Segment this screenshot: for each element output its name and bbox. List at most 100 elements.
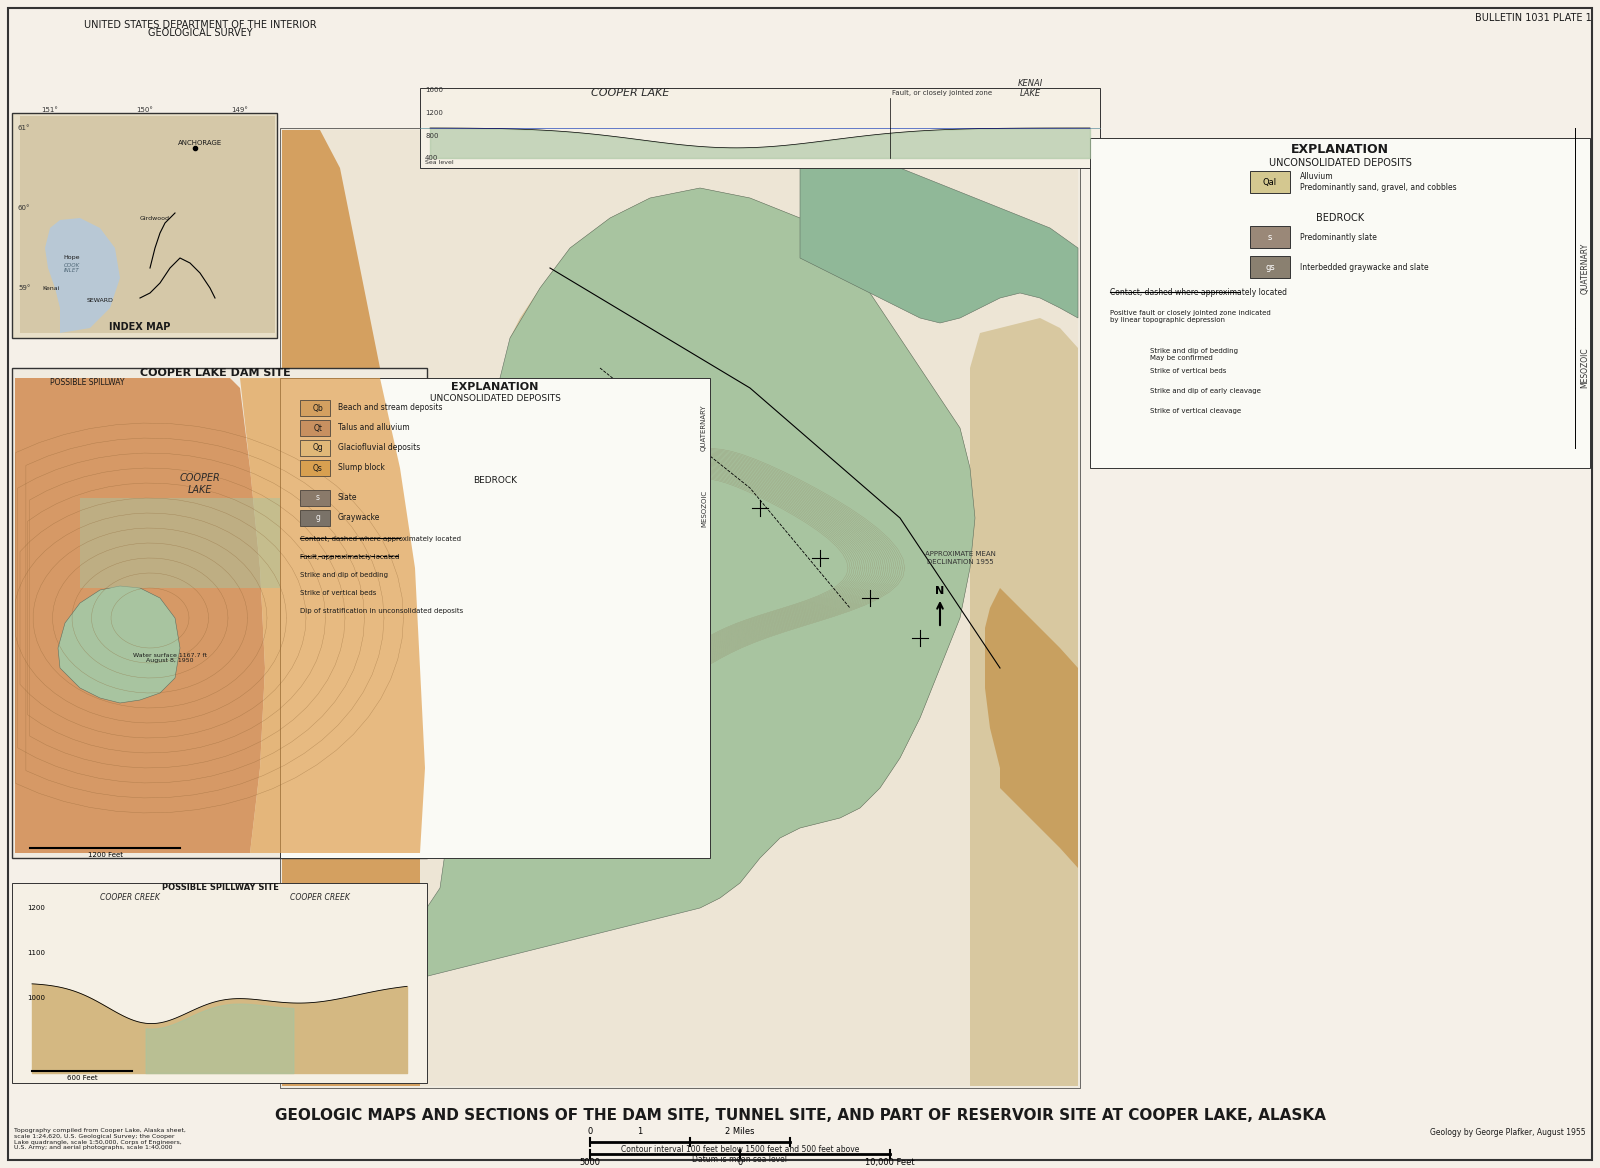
Text: Qg: Qg — [312, 444, 323, 452]
Text: UNCONSOLIDATED DEPOSITS: UNCONSOLIDATED DEPOSITS — [429, 394, 560, 403]
Text: Strike of vertical beds: Strike of vertical beds — [301, 590, 376, 596]
Text: Qal: Qal — [1262, 178, 1277, 187]
Text: Beach and stream deposits: Beach and stream deposits — [338, 403, 443, 412]
Text: EXPLANATION: EXPLANATION — [1291, 142, 1389, 157]
Bar — [1250, 171, 1290, 193]
Text: Slate: Slate — [338, 494, 357, 502]
Bar — [13, 883, 427, 1083]
Text: 1000: 1000 — [27, 995, 45, 1001]
Text: Slump block: Slump block — [338, 464, 386, 473]
Text: Talus and alluvium: Talus and alluvium — [338, 424, 410, 432]
Text: Geology by George Plafker, August 1955: Geology by George Plafker, August 1955 — [1430, 1128, 1586, 1136]
Text: s: s — [1267, 232, 1272, 242]
Text: gs: gs — [1266, 263, 1275, 271]
Text: Predominantly slate: Predominantly slate — [1299, 232, 1378, 242]
Text: Strike of vertical beds: Strike of vertical beds — [1150, 368, 1226, 374]
Text: Graywacke: Graywacke — [338, 514, 381, 522]
Text: Strike and dip of bedding
May be confirmed: Strike and dip of bedding May be confirm… — [1150, 348, 1238, 361]
Bar — [282, 130, 1078, 1086]
Text: Contact, dashed where approximately located: Contact, dashed where approximately loca… — [301, 536, 461, 542]
Bar — [13, 368, 427, 858]
Text: Alluvium
Predominantly sand, gravel, and cobbles: Alluvium Predominantly sand, gravel, and… — [1299, 173, 1456, 192]
Polygon shape — [800, 130, 1078, 324]
Text: QUATERNARY: QUATERNARY — [1581, 243, 1589, 293]
Polygon shape — [19, 116, 275, 333]
Text: KENAI
LAKE: KENAI LAKE — [1018, 78, 1043, 98]
Text: Contact, dashed where approximately located: Contact, dashed where approximately loca… — [1110, 288, 1286, 297]
Text: Topography compiled from Cooper Lake, Alaska sheet,
scale 1:24,620, U.S. Geologi: Topography compiled from Cooper Lake, Al… — [14, 1128, 186, 1150]
Text: QUATERNARY: QUATERNARY — [701, 404, 707, 451]
Bar — [419, 88, 1101, 168]
Text: Positive fault or closely jointed zone indicated
by linear topographic depressio: Positive fault or closely jointed zone i… — [1110, 310, 1270, 324]
Text: s: s — [317, 494, 320, 502]
Text: APPROXIMATE MEAN
DECLINATION 1955: APPROXIMATE MEAN DECLINATION 1955 — [925, 551, 995, 564]
Text: 149°: 149° — [232, 107, 248, 113]
Text: 1600: 1600 — [426, 86, 443, 93]
Text: Glaciofluvial deposits: Glaciofluvial deposits — [338, 444, 421, 452]
Bar — [301, 440, 330, 456]
Text: UNITED STATES DEPARTMENT OF THE INTERIOR: UNITED STATES DEPARTMENT OF THE INTERIOR — [83, 20, 317, 30]
Text: GEOLOGIC MAPS AND SECTIONS OF THE DAM SITE, TUNNEL SITE, AND PART OF RESERVOIR S: GEOLOGIC MAPS AND SECTIONS OF THE DAM SI… — [275, 1108, 1325, 1124]
Text: Fault, or closely jointed zone: Fault, or closely jointed zone — [893, 90, 992, 96]
Text: Contour interval 100 feet below 1500 feet and 500 feet above
Datum is mean sea l: Contour interval 100 feet below 1500 fee… — [621, 1145, 859, 1164]
Bar — [1250, 256, 1290, 278]
Text: Strike of vertical cleavage: Strike of vertical cleavage — [1150, 408, 1242, 413]
Text: 150°: 150° — [136, 107, 154, 113]
Text: Qs: Qs — [314, 464, 323, 473]
Text: 60°: 60° — [18, 206, 30, 211]
Text: Strike and dip of bedding: Strike and dip of bedding — [301, 572, 387, 578]
Text: Qt: Qt — [314, 424, 323, 432]
Text: EXPLANATION: EXPLANATION — [451, 382, 539, 392]
Text: Girdwood: Girdwood — [141, 216, 170, 221]
Text: MESOZOIC: MESOZOIC — [701, 489, 707, 527]
Text: 1200: 1200 — [27, 905, 45, 911]
Text: Dip of stratification in unconsolidated deposits: Dip of stratification in unconsolidated … — [301, 609, 464, 614]
Polygon shape — [240, 378, 426, 853]
Text: 1: 1 — [637, 1127, 643, 1136]
Text: LAKE: LAKE — [187, 485, 213, 495]
Text: 1200 Feet: 1200 Feet — [88, 851, 123, 858]
Text: 600 Feet: 600 Feet — [67, 1075, 98, 1082]
Text: BEDROCK: BEDROCK — [1315, 213, 1365, 223]
Polygon shape — [45, 218, 120, 333]
Text: 1100: 1100 — [27, 950, 45, 955]
Bar — [301, 491, 330, 506]
Text: POSSIBLE SPILLWAY SITE: POSSIBLE SPILLWAY SITE — [162, 883, 278, 892]
Text: GEOLOGICAL SURVEY: GEOLOGICAL SURVEY — [147, 28, 253, 39]
Text: Qb: Qb — [312, 403, 323, 412]
Bar — [301, 510, 330, 526]
Text: POSSIBLE SPILLWAY: POSSIBLE SPILLWAY — [50, 378, 125, 387]
Text: Kenai: Kenai — [43, 285, 61, 291]
Bar — [1090, 138, 1590, 468]
Text: Interbedded graywacke and slate: Interbedded graywacke and slate — [1299, 263, 1429, 271]
Bar — [80, 498, 280, 588]
Text: COOPER: COOPER — [179, 473, 221, 484]
Text: ANCHORAGE: ANCHORAGE — [178, 140, 222, 146]
Text: 2 Miles: 2 Miles — [725, 1127, 755, 1136]
Text: SEWARD: SEWARD — [86, 298, 114, 303]
Text: Fault, approximately located: Fault, approximately located — [301, 554, 400, 559]
Text: 151°: 151° — [42, 107, 59, 113]
Text: COOPER LAKE DAM SITE: COOPER LAKE DAM SITE — [139, 368, 290, 378]
Text: MESOZOIC: MESOZOIC — [1581, 348, 1589, 388]
Bar — [1250, 225, 1290, 248]
Polygon shape — [370, 188, 974, 978]
Polygon shape — [970, 318, 1078, 1086]
Text: BEDROCK: BEDROCK — [474, 477, 517, 485]
Text: 61°: 61° — [18, 125, 30, 131]
Text: COOK
INLET: COOK INLET — [64, 263, 80, 273]
Text: COOPER LAKE: COOPER LAKE — [590, 88, 669, 98]
Text: BULLETIN 1031 PLATE 1: BULLETIN 1031 PLATE 1 — [1475, 13, 1592, 23]
Bar — [280, 128, 1080, 1089]
Text: COOPER CREEK: COOPER CREEK — [290, 894, 350, 902]
Text: 800: 800 — [426, 133, 438, 139]
Text: 10,000 Feet: 10,000 Feet — [866, 1157, 915, 1167]
Text: Hope: Hope — [64, 256, 80, 260]
Bar — [301, 399, 330, 416]
Text: Strike and dip of early cleavage: Strike and dip of early cleavage — [1150, 388, 1261, 394]
Text: 400: 400 — [426, 155, 438, 161]
Text: 5000: 5000 — [579, 1157, 600, 1167]
Text: g: g — [315, 514, 320, 522]
Text: N: N — [936, 586, 944, 596]
Text: COOPER CREEK: COOPER CREEK — [101, 894, 160, 902]
